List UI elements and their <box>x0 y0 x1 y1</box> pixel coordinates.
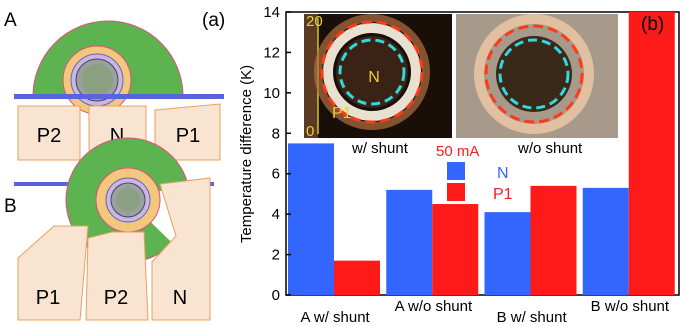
right-p1-outline <box>484 24 584 124</box>
device-a-center-core <box>81 64 113 96</box>
device-a: A P2 N P1 <box>4 10 224 161</box>
legend: N P1 <box>447 162 513 203</box>
right-core <box>496 36 572 112</box>
y-tick-label: 4 <box>272 206 280 223</box>
device-b-label: B <box>4 196 17 217</box>
legend-swatch-n <box>447 162 465 180</box>
right-n-outline <box>498 38 570 110</box>
right-bright-ring <box>474 14 594 134</box>
x-axis-ticks: A w/ shunt A w/o shunt B w/ shunt B w/o shu… <box>301 298 670 326</box>
panel-b-tag: (b) <box>641 14 664 35</box>
device-b-pad-left <box>17 225 89 321</box>
bar-group <box>288 12 675 295</box>
colorbar-max: 20 <box>306 13 323 30</box>
device-b-center-core <box>116 188 140 212</box>
y-tick-label: 0 <box>272 287 280 304</box>
y-tick-label: 10 <box>263 85 280 102</box>
colorbar-min: 0 <box>306 123 314 140</box>
bar-n-4 <box>582 187 629 295</box>
device-a-blue-line <box>14 94 224 99</box>
device-b-pad-middle <box>85 231 149 321</box>
y-tick-label: 8 <box>272 125 280 142</box>
device-b-pad-right <box>151 177 211 321</box>
inset-right-label: w/o shunt <box>517 140 583 157</box>
left-outer-glow <box>314 14 430 130</box>
device-b-pad-label-2: P2 <box>104 287 128 309</box>
x-tick-label: A w/ shunt <box>301 309 371 326</box>
bar-n-1 <box>288 143 334 295</box>
thermal-colorbar <box>304 14 318 138</box>
bar-p1-1 <box>334 260 380 295</box>
inset-p1-label: P1 <box>332 105 352 122</box>
thermal-inset: 20 0 N P1 <box>304 13 618 140</box>
legend-label-n: N <box>497 165 509 182</box>
y-tick-label: 2 <box>272 247 280 264</box>
inset-left-label: w/ shunt <box>351 140 409 157</box>
y-tick-label: 14 <box>263 4 280 21</box>
y-tick-label: 6 <box>272 166 280 183</box>
panel-a-tag: (a) <box>202 10 225 31</box>
left-bright-ring <box>323 23 421 121</box>
y-axis-label: Temperature difference (K) <box>238 65 255 243</box>
x-tick-label: B w/ shunt <box>497 309 568 326</box>
plot-frame <box>285 11 680 296</box>
device-a-pad-label-1: P2 <box>37 125 61 147</box>
y-axis-ticks: 0 2 4 6 8 10 12 14 <box>263 4 291 304</box>
inset-n-label: N <box>368 69 380 86</box>
bar-p1-2 <box>432 204 479 295</box>
device-b-pad-label-3: N <box>173 287 187 309</box>
device-a-label: A <box>4 10 17 31</box>
x-tick-label: A w/o shunt <box>395 298 473 315</box>
device-a-pad-right <box>154 103 221 161</box>
device-a-pad-label-3: P1 <box>176 125 200 147</box>
left-n-outline <box>338 38 406 106</box>
panel-b: 0 2 4 6 8 10 12 14 A w/ shunt A w/o shunt B w/ sh… <box>238 4 680 326</box>
device-b-pad-label-1: P1 <box>36 287 60 309</box>
bar-p1-4 <box>628 12 675 295</box>
inset-current-label: 50 mA <box>436 143 479 160</box>
x-tick-label: B w/o shunt <box>591 298 670 315</box>
bar-p1-3 <box>530 185 577 295</box>
left-core <box>336 36 408 108</box>
bar-n-3 <box>484 212 531 295</box>
legend-label-p1: P1 <box>493 186 513 203</box>
device-b: B P1 P2 N <box>4 137 214 321</box>
left-p1-outline <box>320 20 424 124</box>
y-tick-label: 12 <box>263 44 280 61</box>
bar-n-2 <box>386 189 433 295</box>
legend-swatch-p1 <box>447 183 465 201</box>
panel-a: (a) A P2 N P1 B <box>4 10 225 321</box>
